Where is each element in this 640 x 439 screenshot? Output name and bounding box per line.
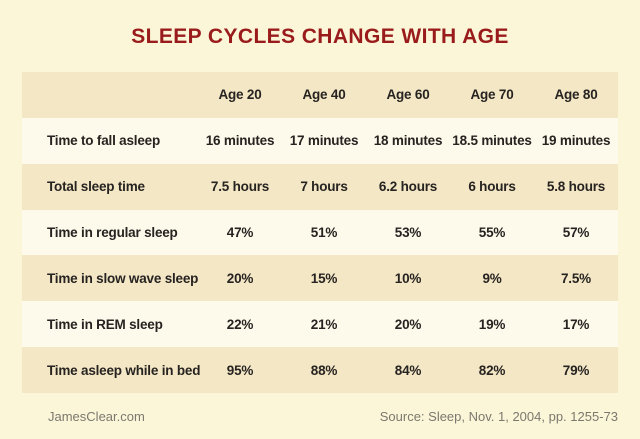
cell-value: 53% [394,225,422,240]
column-header-age-40: Age 40 [302,87,346,103]
column-header-age-20: Age 20 [218,87,262,103]
table-row-time-asleep-while-in-bed: Time asleep while in bed 95% 88% 84% 82%… [22,347,618,394]
table-row-total-sleep-time: Total sleep time 7.5 hours 7 hours 6.2 h… [22,163,618,210]
cell-value: 57% [562,225,590,240]
cell-value: 84% [394,362,422,378]
row-label: Time in regular sleep [47,225,178,240]
cell-value: 7 hours [300,179,348,195]
column-header-age-80: Age 80 [554,87,598,103]
row-label: Time in slow wave sleep [47,270,199,286]
cell-value: 16 minutes [205,133,275,149]
cell-value: 6.2 hours [378,179,438,195]
table-row-time-to-fall-asleep: Time to fall asleep 16 minutes 17 minute… [22,117,618,164]
cell-value: 88% [310,362,338,378]
cell-value: 7.5 hours [210,179,270,195]
table-row-time-in-regular-sleep: Time in regular sleep 47% 51% 53% 55% 57… [22,209,618,256]
cell-value: 95% [226,362,254,378]
cell-value: 19% [478,316,506,332]
site-credit: JamesClear.com [48,409,145,424]
cell-value: 21% [310,316,338,332]
cell-value: 6 hours [468,179,516,195]
column-header-age-70: Age 70 [470,87,514,103]
cell-value: 22% [226,316,254,332]
sleep-cycles-table: Age 20 Age 40 Age 60 Age 70 Age 80 Time … [22,72,618,394]
table-header-row: Age 20 Age 40 Age 60 Age 70 Age 80 [22,72,618,118]
cell-value: 79% [562,362,590,378]
cell-value: 18 minutes [373,133,443,149]
row-label: Time in REM sleep [47,316,163,332]
cell-value: 19 minutes [541,133,611,149]
cell-value: 51% [310,225,338,240]
cell-value: 5.8 hours [546,179,606,195]
cell-value: 7.5% [561,270,591,286]
cell-value: 20% [226,270,254,286]
row-label: Total sleep time [47,179,145,195]
cell-value: 10% [394,270,422,286]
page-title: SLEEP CYCLES CHANGE WITH AGE [131,25,509,48]
cell-value: 55% [478,225,506,240]
row-label: Time to fall asleep [47,133,160,149]
cell-value: 17% [562,316,590,332]
cell-value: 47% [226,225,254,240]
table-row-time-in-rem-sleep: Time in REM sleep 22% 21% 20% 19% 17% [22,301,618,348]
row-label: Time asleep while in bed [47,362,201,378]
cell-value: 17 minutes [289,133,359,149]
cell-value: 20% [394,316,422,332]
cell-value: 18.5 minutes [452,133,532,149]
cell-value: 82% [478,362,506,378]
column-header-age-60: Age 60 [386,87,430,103]
footer: JamesClear.com Source: Sleep, Nov. 1, 20… [22,407,618,427]
source-citation: Source: Sleep, Nov. 1, 2004, pp. 1255-73 [379,409,618,424]
cell-value: 9% [482,270,502,286]
table-row-time-in-slow-wave-sleep: Time in slow wave sleep 20% 15% 10% 9% 7… [22,255,618,302]
cell-value: 15% [310,270,338,286]
